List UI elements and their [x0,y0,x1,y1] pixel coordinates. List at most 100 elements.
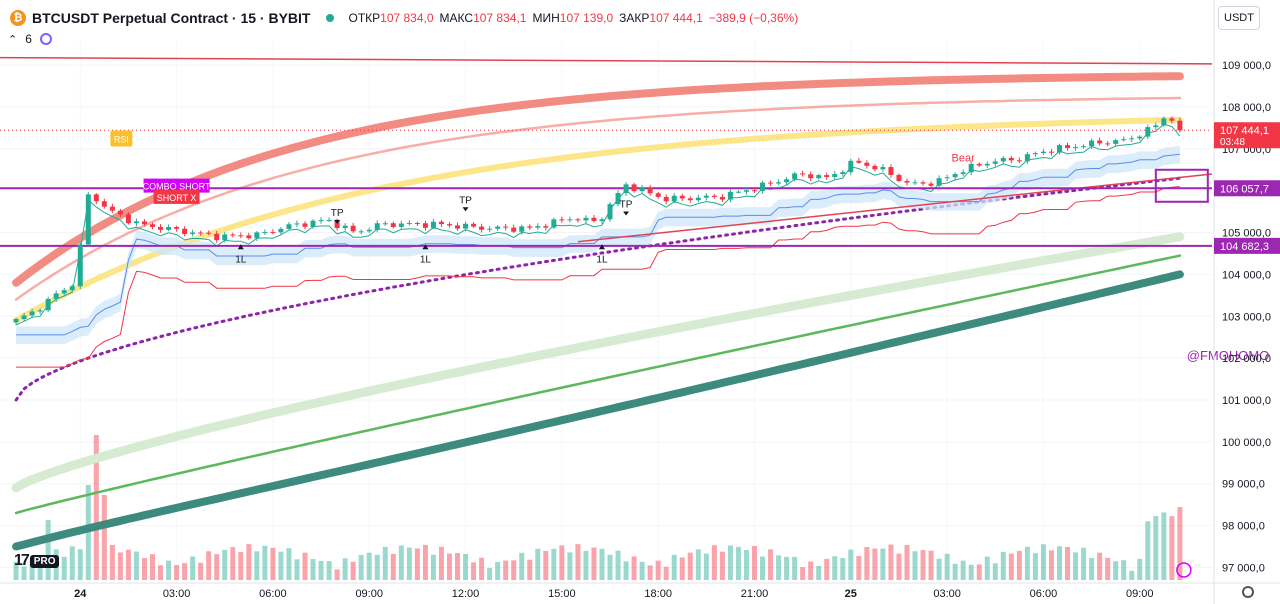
volume-bar [262,545,268,580]
sync-icon[interactable] [39,33,52,45]
volume-bar [398,545,404,580]
candle-body [1008,157,1014,161]
candle-body [495,226,501,229]
candle-body [406,222,412,224]
volume-bar [719,551,725,580]
time-tick-label: 06:00 [259,588,287,600]
candle-body [430,221,436,228]
candle-body [254,232,260,239]
volume-bar [896,553,902,580]
volume-bar [984,556,990,580]
volume-bar [117,552,123,580]
volume-bar [150,554,156,580]
volume-bar [928,550,934,580]
candle-body [1056,145,1062,153]
candle-body [944,177,950,179]
time-tick-label: 03:00 [933,588,961,600]
volume-bar [246,544,252,580]
volume-bar [743,549,749,580]
chevron-up-icon[interactable]: ⌃ [8,33,18,46]
candle-body [647,187,653,194]
candle-body [703,195,709,198]
volume-bar [800,567,806,580]
volume-bar [1056,546,1062,580]
volume-bar [792,556,798,580]
candle-body [1177,120,1183,131]
upper-band-thick [12,72,1184,287]
volume-bar [302,552,308,580]
volume-bar [414,548,420,580]
indicator-toggle[interactable]: ⌃ 6 [8,32,52,46]
candle-body [976,163,982,166]
price-marker [1214,237,1280,254]
upper-band-thin [14,96,1182,301]
volume-bar [711,545,717,580]
candle-body [1089,140,1095,147]
volume-bar [543,550,549,580]
time-axis: 24 03:00 06:00 09:00 12:00 15:00 18:00 21:00 25 0… [0,582,1280,600]
settings-icon[interactable] [1242,586,1254,598]
time-tick-label: 12:00 [452,588,480,600]
candle-body [117,210,123,215]
signal-badge-label: COMBO SHORT [143,182,211,192]
symbol-title[interactable]: BTCUSDT Perpetual Contract · 15 · BYBIT [32,10,311,26]
time-tick-label: 09:00 [1126,588,1154,600]
volume-bar [687,552,693,580]
volume-bar [631,556,637,580]
candle-body [310,220,316,227]
volume-bar [182,563,188,580]
volume-bar [406,547,412,580]
volume-bar [438,546,444,580]
tradingview-logo[interactable]: 17 PRO [14,552,60,570]
volume-bar [1153,516,1159,580]
price-tick-label: 99 000,0 [1222,479,1265,491]
candle-body [639,187,645,192]
volume-bar [254,551,260,580]
candle-body [623,184,629,194]
candle-body [61,290,67,294]
candle-body [93,194,99,202]
candle-body [559,219,565,221]
volume-bar [1081,547,1087,580]
candle-body [1161,118,1167,126]
candle-body [77,244,83,287]
price-tick-label: 98 000,0 [1222,521,1265,533]
candle-body [13,319,19,323]
volume-bar [1024,546,1030,580]
ohlc-values: ОТКР107 834,0 МАКС107 834,1 МИН107 139,0… [348,11,799,25]
candle-body [784,179,790,183]
volume-bar [141,558,147,580]
volume-bar [238,552,244,580]
candle-body [294,223,300,225]
candle-body [735,191,741,193]
candle-body [671,195,677,202]
ema-dark-line [12,270,1184,551]
candle-body [832,174,838,177]
volume-bar [455,552,461,580]
volume-bar [463,553,469,580]
candle-body [599,219,605,222]
volume-bar [639,561,645,580]
candle-body [358,231,364,233]
volume-bar [278,551,284,580]
signal-badge-label: SHORT X [157,193,197,203]
candle-body [679,195,685,199]
candle-body [278,228,284,233]
currency-select[interactable]: USDT [1218,6,1260,30]
candle-body [856,160,862,163]
candle-body [751,190,757,192]
volume-bar [310,559,316,580]
candle-body [655,193,661,197]
long-label: 1L [420,254,432,265]
ema-light-line [11,232,1185,493]
candle-body [872,165,878,170]
volume-bar [944,553,950,580]
volume-bar [1048,550,1054,580]
price-tick-label: 101 000,0 [1222,395,1271,407]
candle-body [455,225,461,229]
time-tick-label: 25 [845,588,857,600]
volume-bar [647,565,653,580]
price-tick-label: 97 000,0 [1222,562,1265,574]
volume-bar [912,551,918,580]
